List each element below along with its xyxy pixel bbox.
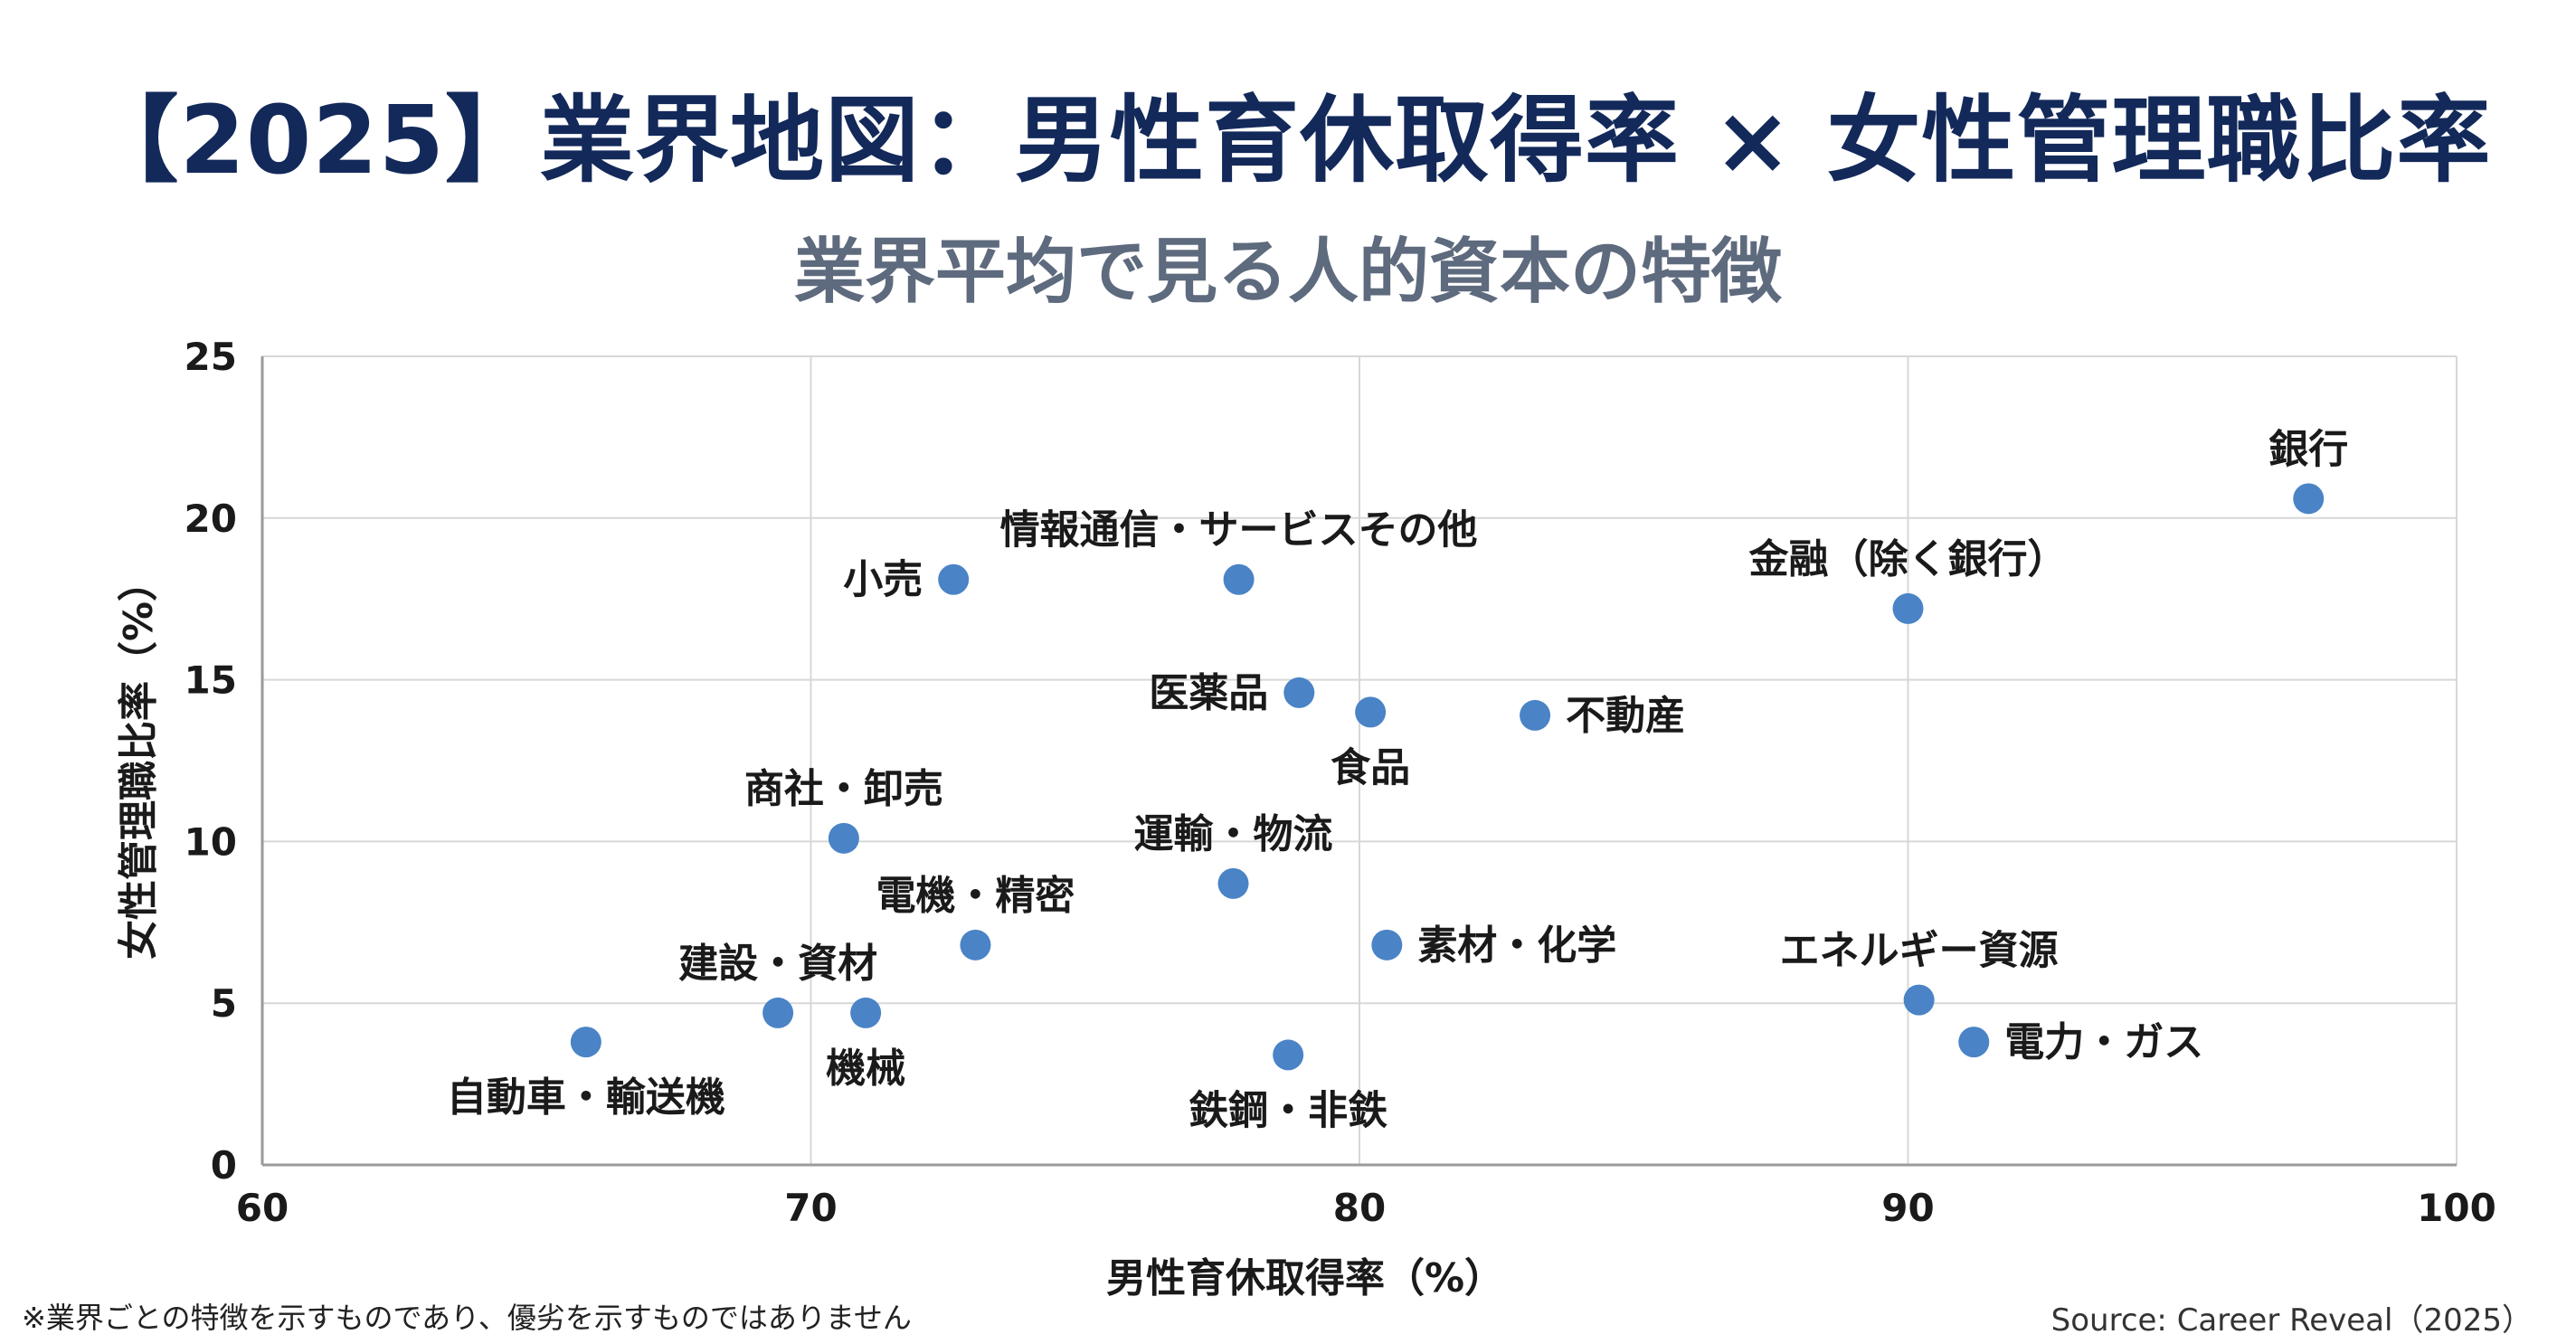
data-label-10: 素材・化学 — [1417, 923, 1616, 969]
y-tick-label-5: 25 — [185, 335, 237, 379]
data-label-5: 食品 — [1331, 744, 1410, 790]
footnote: ※業界ごとの特徴を示すものであり、優劣を示すものではありません — [22, 1301, 912, 1335]
data-label-14: 機械 — [826, 1046, 905, 1092]
x-tick-label-3: 90 — [1881, 1186, 1934, 1230]
data-point-8 — [1217, 867, 1249, 899]
data-label-12: 電力・ガス — [2004, 1019, 2203, 1065]
data-point-3 — [938, 563, 970, 595]
data-label-0: 銀行 — [2268, 426, 2348, 472]
y-tick-label-3: 15 — [185, 658, 237, 703]
chart-title: 【2025】業界地図：男性育休取得率 × 女性管理職比率 — [84, 85, 2492, 195]
y-axis-label: 女性管理職比率（%） — [116, 562, 162, 960]
source-note: Source: Career Reveal（2025） — [2050, 1302, 2533, 1339]
data-point-7 — [828, 822, 859, 854]
data-point-9 — [960, 929, 991, 961]
data-point-5 — [1355, 696, 1387, 728]
y-tick-label-2: 10 — [185, 819, 237, 864]
data-label-15: 自動車・輸送機 — [447, 1074, 725, 1121]
data-label-1: 金融（除く銀行） — [1748, 536, 2068, 582]
x-tick-label-1: 70 — [784, 1186, 837, 1230]
data-label-9: 電機・精密 — [876, 873, 1075, 919]
data-label-11: エネルギー資源 — [1780, 928, 2059, 974]
x-tick-label-0: 60 — [236, 1186, 289, 1230]
x-axis-label: 男性育休取得率（%） — [1106, 1255, 1504, 1301]
y-tick-label-4: 20 — [185, 497, 237, 541]
data-point-10 — [1371, 929, 1403, 961]
chart-subtitle: 業界平均で見る人的資本の特徴 — [793, 232, 1782, 313]
data-label-4: 医薬品 — [1149, 670, 1268, 716]
data-point-0 — [2293, 483, 2325, 515]
data-point-14 — [850, 997, 882, 1028]
data-point-6 — [1520, 699, 1551, 731]
data-label-13: 建設・資材 — [678, 941, 877, 987]
data-label-8: 運輸・物流 — [1134, 811, 1333, 857]
x-tick-label-2: 80 — [1333, 1186, 1386, 1230]
data-point-16 — [1273, 1039, 1304, 1071]
data-label-16: 鉄鋼・非鉄 — [1189, 1087, 1387, 1133]
data-point-1 — [1892, 592, 1924, 624]
x-tick-label-4: 100 — [2417, 1186, 2496, 1230]
data-point-15 — [570, 1027, 601, 1058]
data-label-3: 小売 — [843, 557, 923, 603]
data-point-2 — [1223, 563, 1255, 595]
data-point-11 — [1903, 984, 1935, 1016]
y-tick-label-0: 0 — [211, 1143, 237, 1188]
data-label-6: 不動産 — [1566, 693, 1685, 739]
data-point-13 — [762, 997, 794, 1028]
data-point-12 — [1958, 1027, 1990, 1058]
data-label-7: 商社・卸売 — [744, 766, 943, 812]
data-point-4 — [1283, 677, 1315, 708]
data-label-2: 情報通信・サービスその他 — [1000, 507, 1478, 554]
y-tick-label-1: 5 — [211, 981, 237, 1026]
